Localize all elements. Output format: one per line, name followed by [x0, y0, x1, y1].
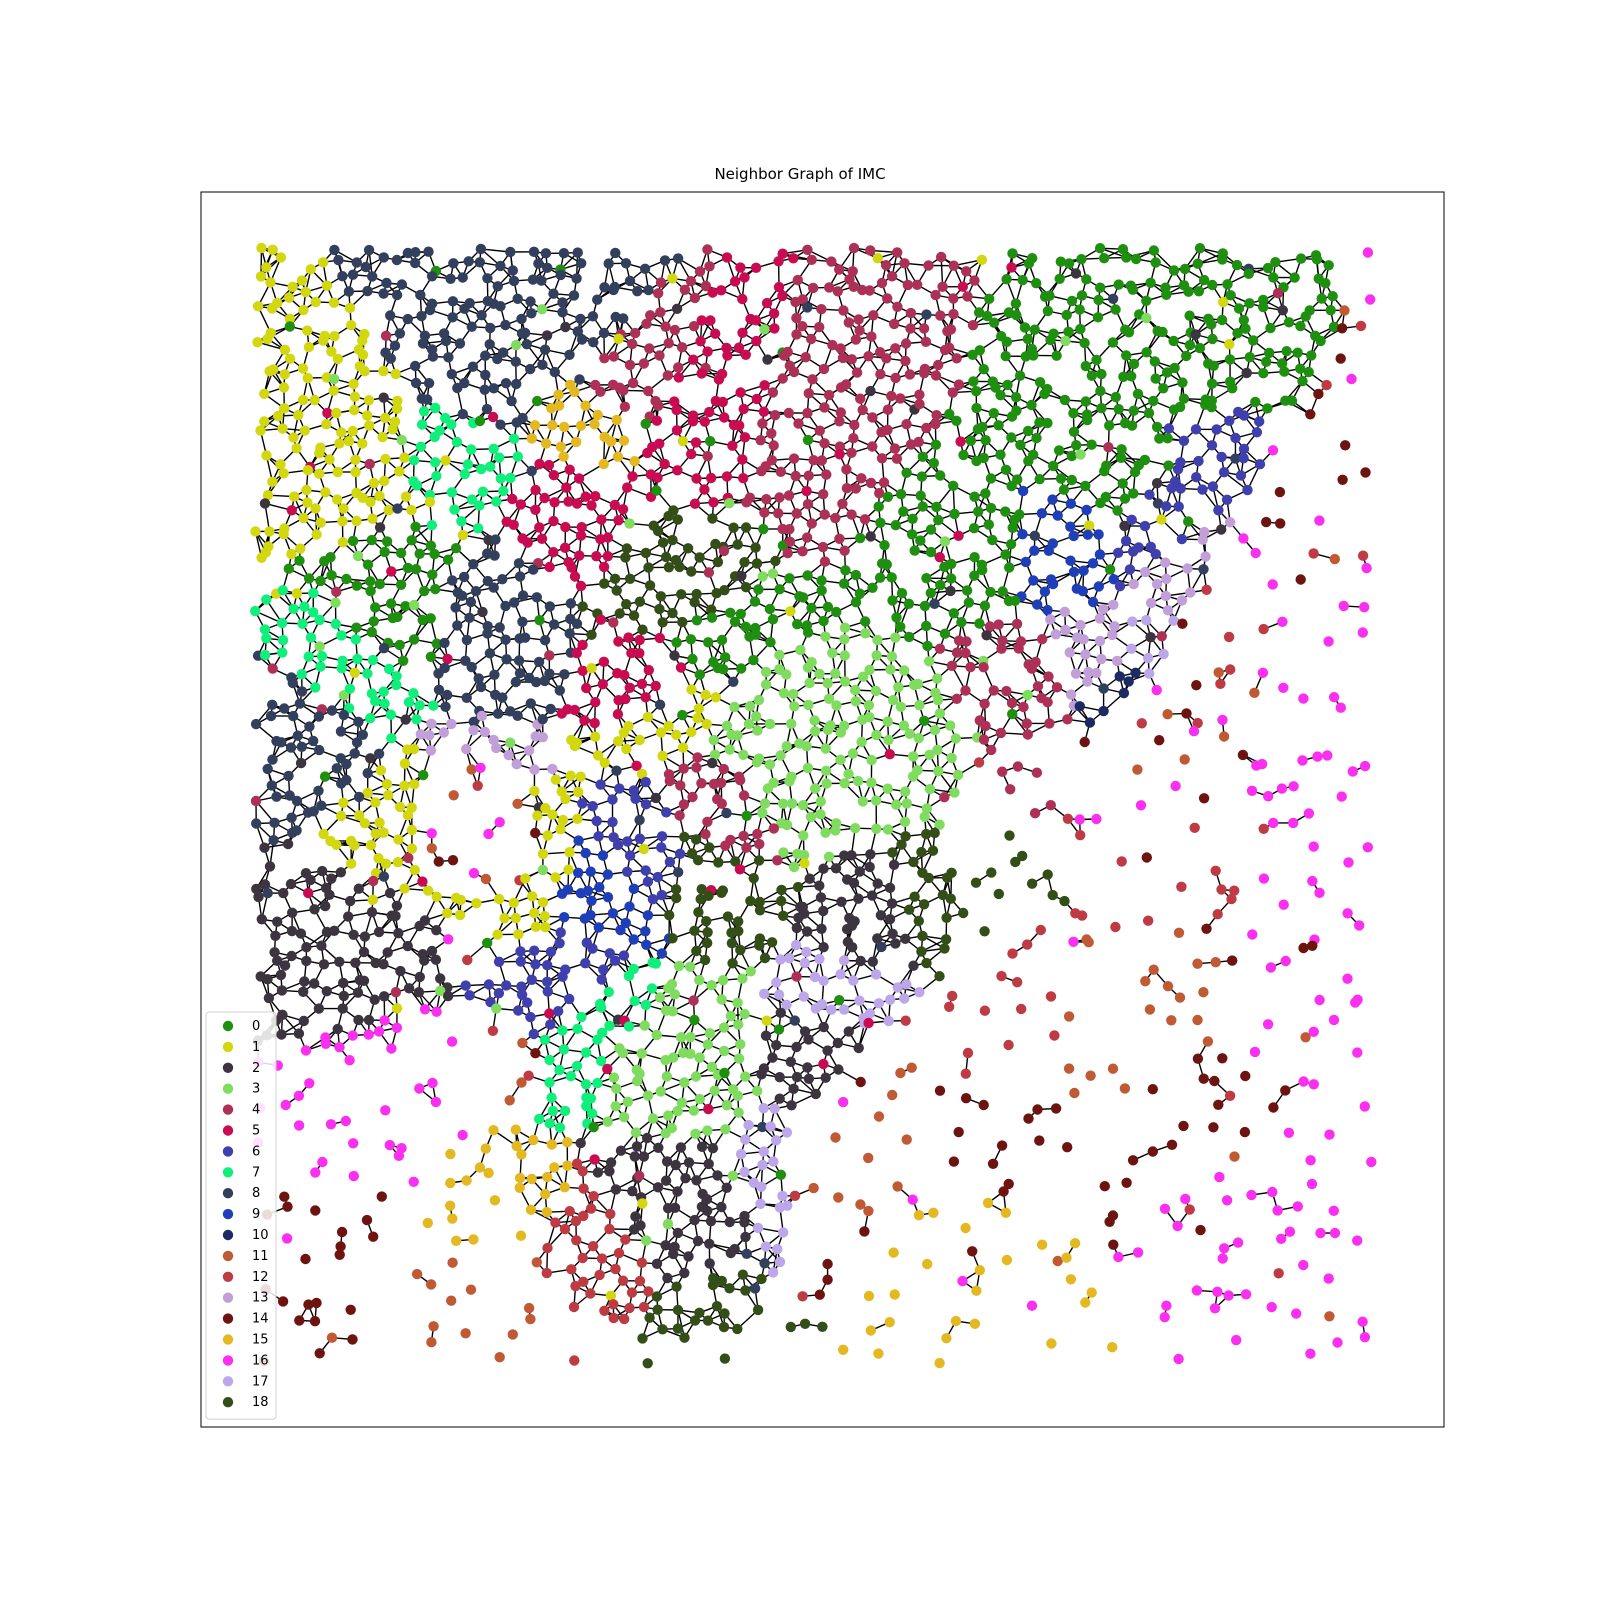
chart-title: Neighbor Graph of IMC — [714, 165, 885, 183]
